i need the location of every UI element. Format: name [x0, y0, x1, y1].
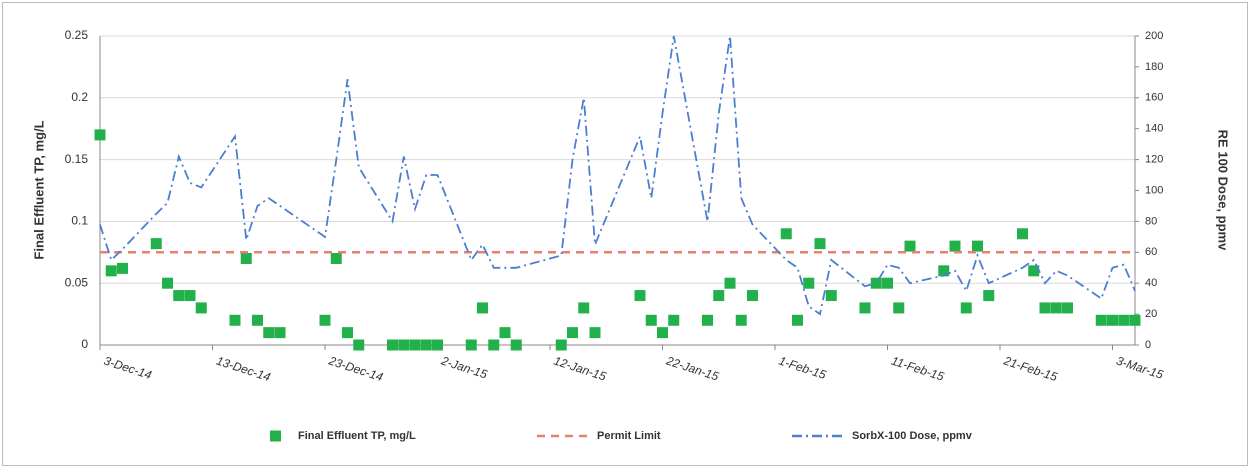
legend-swatch [270, 430, 281, 442]
scatter-point [983, 290, 995, 302]
scatter-point [105, 265, 117, 277]
scatter-point [477, 302, 488, 314]
scatter-point [1129, 314, 1141, 326]
y2-tick-label: 200 [1145, 30, 1163, 42]
scatter-point [409, 339, 421, 351]
scatter-point [747, 290, 758, 302]
scatter-point [465, 339, 477, 351]
scatter-point [342, 327, 353, 339]
scatter-point [510, 339, 522, 351]
y2-tick-label: 20 [1145, 308, 1157, 320]
y-tick-label: 0.2 [71, 90, 88, 104]
scatter-point [972, 240, 983, 252]
scatter-point [1062, 302, 1073, 314]
scatter-point [150, 238, 162, 250]
legend: Final Effluent TP, mg/L Permit Limit SorbX… [270, 430, 973, 442]
scatter-point [960, 302, 972, 314]
scatter-point [567, 327, 578, 339]
scatter-point [904, 240, 916, 252]
scatter-point [195, 302, 207, 314]
scatter-point [589, 327, 601, 339]
scatter-point [1107, 314, 1118, 326]
scatter-point [330, 252, 342, 264]
y2-tick-label: 0 [1145, 339, 1151, 351]
scatter-point [319, 314, 331, 326]
y2-tick-label: 120 [1145, 154, 1163, 166]
y-tick-label: 0.25 [65, 28, 89, 42]
scatter-point [780, 228, 792, 240]
scatter-point [634, 290, 646, 302]
scatter-point [274, 327, 286, 339]
scatter-point [173, 290, 185, 302]
scatter-point [555, 339, 567, 351]
y2-tick-label: 80 [1145, 215, 1157, 227]
scatter-point [252, 314, 263, 326]
scatter-point [1050, 302, 1062, 314]
scatter-point [893, 302, 905, 314]
y2-tick-label: 40 [1145, 277, 1157, 289]
legend-label: Final Effluent TP, mg/L [298, 430, 416, 442]
scatter-point [949, 240, 961, 252]
scatter-point [488, 339, 500, 351]
y2-tick-label: 180 [1145, 61, 1163, 73]
scatter-point [803, 277, 815, 289]
scatter-point [240, 252, 252, 264]
scatter-point [1095, 314, 1107, 326]
scatter-point [825, 290, 837, 302]
y-tick-label: 0 [81, 337, 88, 351]
scatter-point [387, 339, 398, 351]
scatter-point [792, 314, 803, 326]
y-tick-label: 0.05 [65, 275, 89, 289]
scatter-point [432, 339, 443, 351]
scatter-point [117, 262, 128, 274]
scatter-point [263, 327, 275, 339]
scatter-point [668, 314, 680, 326]
scatter-point [882, 277, 893, 289]
legend-label: SorbX-100 Dose, ppmv [852, 430, 973, 442]
scatter-point [1028, 265, 1040, 277]
scatter-point [499, 327, 511, 339]
scatter-point [398, 339, 410, 351]
y-axis-title: Final Effluent TP, mg/L [31, 120, 46, 259]
scatter-point [353, 339, 365, 351]
y2-tick-label: 140 [1145, 123, 1163, 135]
scatter-point [162, 277, 173, 289]
scatter-point [184, 290, 196, 302]
scatter-point [1118, 314, 1130, 326]
scatter-point [938, 265, 950, 277]
scatter-point [713, 290, 725, 302]
scatter-point [702, 314, 713, 326]
scatter-point [724, 277, 736, 289]
scatter-point [420, 339, 432, 351]
scatter-point [735, 314, 747, 326]
scatter-point [657, 327, 668, 339]
scatter-point [645, 314, 657, 326]
scatter-point [859, 302, 871, 314]
scatter-point [229, 314, 241, 326]
scatter-point [94, 129, 106, 141]
y2-tick-label: 60 [1145, 246, 1157, 258]
y2-tick-label: 100 [1145, 184, 1163, 196]
y-tick-label: 0.15 [65, 152, 89, 166]
legend-label: Permit Limit [597, 430, 661, 442]
scatter-point [1039, 302, 1051, 314]
scatter-point [814, 238, 826, 250]
y2-tick-label: 160 [1145, 92, 1163, 104]
line [99, 35, 1136, 316]
scatter-point [578, 302, 590, 314]
y-tick-label: 0.1 [71, 214, 88, 228]
scatter-point [1017, 228, 1028, 240]
y2-axis-title: RE 100 Dose, ppmv [1216, 130, 1231, 251]
